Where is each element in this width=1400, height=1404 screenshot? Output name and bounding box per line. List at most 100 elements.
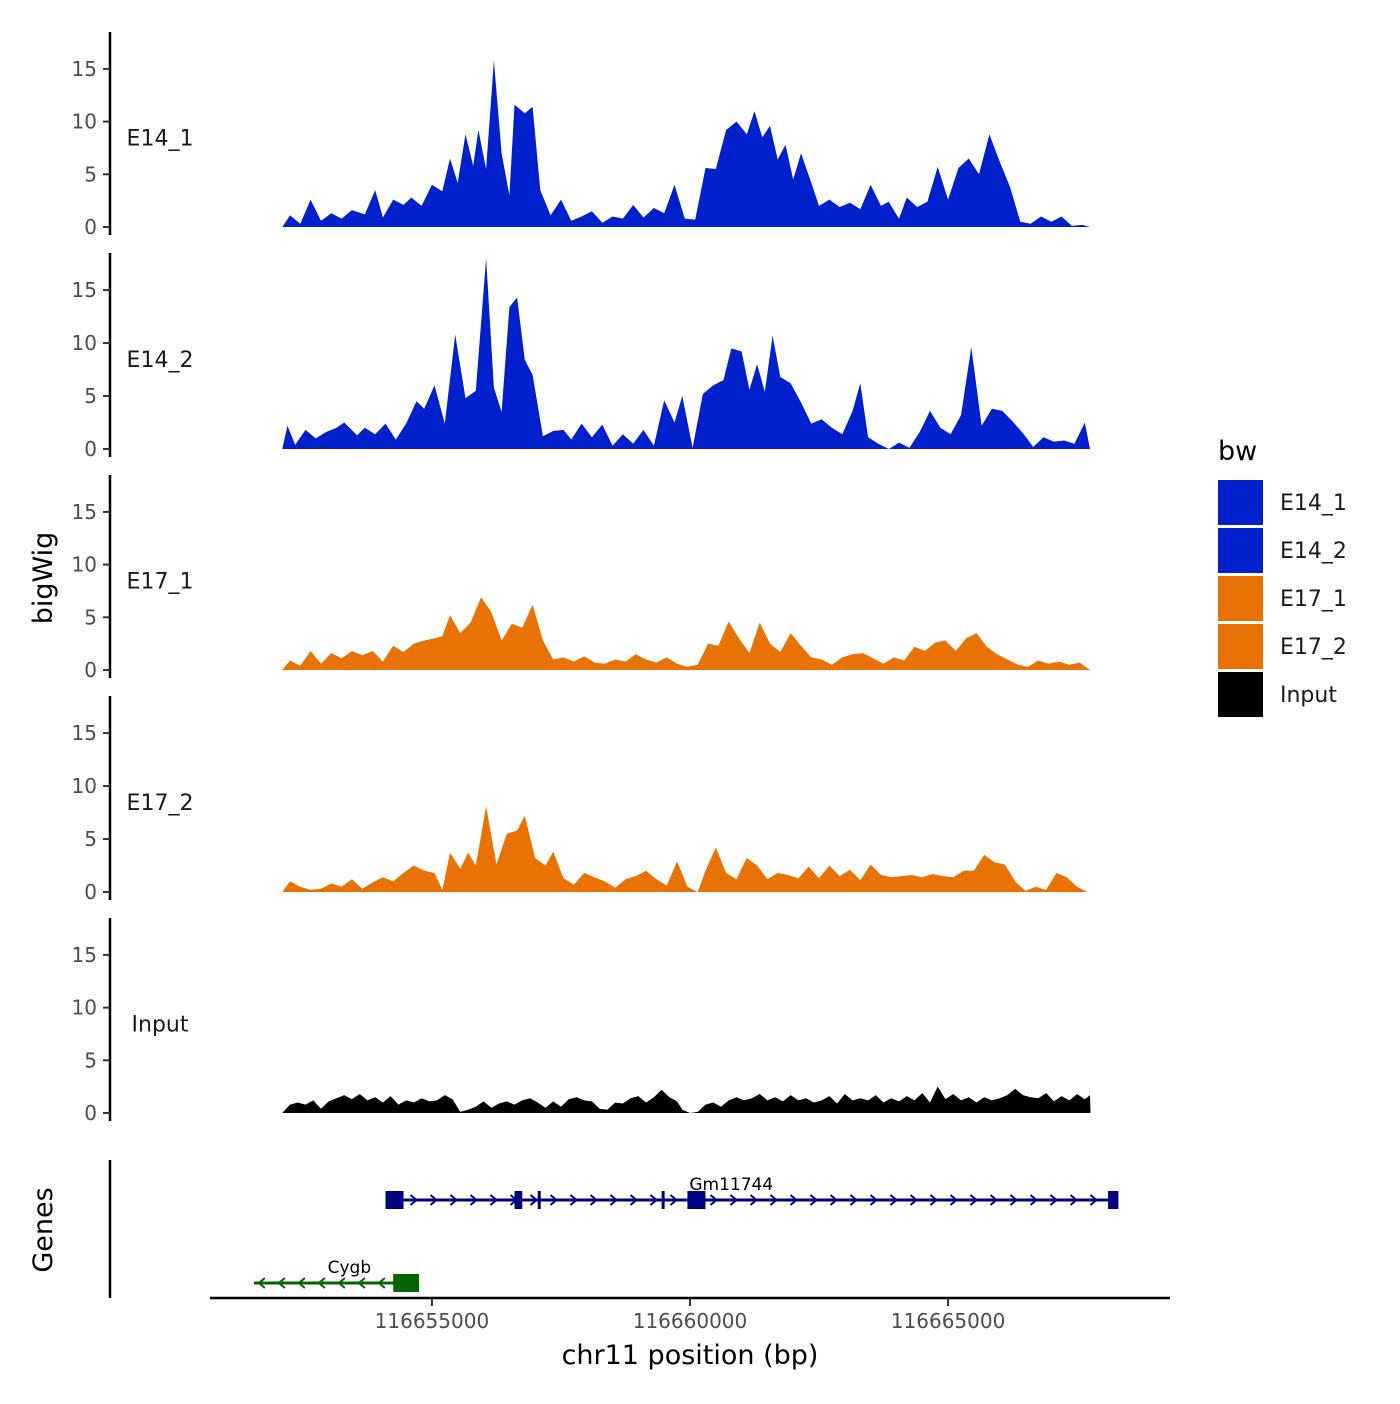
exon bbox=[537, 1191, 541, 1209]
legend-swatch bbox=[1218, 528, 1263, 573]
strand-arrow bbox=[869, 1194, 879, 1206]
y-tick-label: 0 bbox=[84, 880, 97, 904]
legend-label: E17_1 bbox=[1280, 587, 1347, 612]
y-tick-label: 10 bbox=[72, 110, 97, 134]
y-tick-label: 5 bbox=[84, 162, 97, 186]
strand-arrow bbox=[317, 1277, 326, 1289]
strand-arrow bbox=[1029, 1194, 1039, 1206]
strand-arrow bbox=[729, 1194, 739, 1206]
strand-arrow bbox=[297, 1277, 306, 1289]
strand-arrow bbox=[569, 1194, 579, 1206]
legend-label: E14_2 bbox=[1280, 539, 1347, 564]
exon bbox=[661, 1191, 665, 1209]
strand-arrow bbox=[669, 1194, 679, 1206]
track-label: E17_1 bbox=[127, 569, 194, 594]
legend-title: bw bbox=[1218, 436, 1257, 467]
coverage-area bbox=[282, 60, 1090, 227]
strand-arrow bbox=[1049, 1194, 1059, 1206]
strand-arrow bbox=[929, 1194, 939, 1206]
y-axis-title: bigWig bbox=[28, 532, 59, 625]
legend-swatch bbox=[1218, 480, 1263, 525]
strand-arrow bbox=[849, 1194, 859, 1206]
x-tick-label: 116665000 bbox=[891, 1309, 1006, 1333]
exon bbox=[1108, 1191, 1119, 1209]
strand-arrow bbox=[1069, 1194, 1079, 1206]
legend: bw E14_1 E14_2 E17_1 E17_2 Input bbox=[1218, 436, 1347, 717]
strand-arrow bbox=[809, 1194, 819, 1206]
y-tick-label: 10 bbox=[72, 996, 97, 1020]
strand-arrow bbox=[357, 1277, 366, 1289]
y-tick-label: 5 bbox=[84, 1048, 97, 1072]
strand-arrow bbox=[909, 1194, 919, 1206]
strand-arrow bbox=[377, 1277, 386, 1289]
strand-arrow bbox=[889, 1194, 899, 1206]
strand-arrow bbox=[529, 1194, 539, 1206]
gene-label: Cygb bbox=[328, 1258, 372, 1278]
genes-axis-title: Genes bbox=[28, 1187, 59, 1272]
track-label: Input bbox=[132, 1012, 189, 1037]
strand-arrow bbox=[609, 1194, 619, 1206]
gene-cygb: Cygb bbox=[253, 1258, 420, 1292]
y-tick-label: 5 bbox=[84, 827, 97, 851]
y-tick-label: 10 bbox=[72, 331, 97, 355]
track-panel-e14-2: 0 5 10 15 E14_2 bbox=[72, 253, 1090, 461]
exon bbox=[514, 1191, 523, 1209]
coverage-tracks: 0 5 10 15 E14_1 0 5 10 15 E14_2 0 5 10 15 E17_1 0 5 10 15 E… bbox=[72, 32, 1091, 1125]
legend-label: Input bbox=[1280, 683, 1337, 708]
coverage-area bbox=[282, 806, 1088, 892]
strand-arrow bbox=[429, 1194, 439, 1206]
y-tick-label: 15 bbox=[72, 278, 97, 302]
exon bbox=[393, 1274, 420, 1292]
strand-arrow bbox=[969, 1194, 979, 1206]
legend-swatch bbox=[1218, 576, 1263, 621]
y-tick-label: 15 bbox=[72, 721, 97, 745]
strand-arrow bbox=[257, 1277, 266, 1289]
y-tick-label: 15 bbox=[72, 943, 97, 967]
y-tick-label: 0 bbox=[84, 437, 97, 461]
coverage-area bbox=[282, 597, 1090, 670]
legend-entry-e14-2: E14_2 bbox=[1218, 528, 1347, 573]
strand-arrow bbox=[1009, 1194, 1019, 1206]
strand-arrow bbox=[649, 1194, 659, 1206]
y-tick-label: 15 bbox=[72, 500, 97, 524]
strand-arrow bbox=[769, 1194, 779, 1206]
y-tick-label: 10 bbox=[72, 774, 97, 798]
y-tick-label: 0 bbox=[84, 658, 97, 682]
gene-gm11744: Gm11744 bbox=[385, 1175, 1119, 1209]
legend-swatch bbox=[1218, 672, 1263, 717]
strand-arrow bbox=[989, 1194, 999, 1206]
legend-entry-input: Input bbox=[1218, 672, 1337, 717]
track-panel-e14-1: 0 5 10 15 E14_1 bbox=[72, 32, 1090, 239]
strand-arrow bbox=[409, 1194, 419, 1206]
legend-entry-e17-2: E17_2 bbox=[1218, 624, 1347, 669]
strand-arrow bbox=[549, 1194, 559, 1206]
y-tick-label: 5 bbox=[84, 605, 97, 629]
exon bbox=[385, 1191, 404, 1209]
x-axis: 116655000 116660000 116665000 bbox=[210, 1296, 1170, 1333]
coverage-area bbox=[282, 1086, 1091, 1113]
legend-label: E14_1 bbox=[1280, 491, 1347, 516]
strand-arrow bbox=[1089, 1194, 1099, 1206]
legend-label: E17_2 bbox=[1280, 635, 1347, 660]
y-tick-label: 0 bbox=[84, 1101, 97, 1125]
legend-entry-e14-1: E14_1 bbox=[1218, 480, 1347, 525]
exon bbox=[687, 1191, 706, 1209]
strand-arrow bbox=[789, 1194, 799, 1206]
strand-arrow bbox=[469, 1194, 479, 1206]
gene-track: Gm11744 Cygb bbox=[108, 1160, 1119, 1298]
gene-label: Gm11744 bbox=[689, 1175, 773, 1195]
track-panel-e17-1: 0 5 10 15 E17_1 bbox=[72, 475, 1090, 682]
strand-arrow bbox=[589, 1194, 599, 1206]
x-axis-title: chr11 position (bp) bbox=[562, 1340, 819, 1371]
strand-arrow bbox=[489, 1194, 499, 1206]
strand-arrow bbox=[709, 1194, 719, 1206]
track-label: E14_2 bbox=[127, 348, 194, 373]
x-tick-label: 116660000 bbox=[633, 1309, 748, 1333]
y-tick-label: 15 bbox=[72, 57, 97, 81]
y-tick-label: 10 bbox=[72, 553, 97, 577]
legend-entry-e17-1: E17_1 bbox=[1218, 576, 1347, 621]
strand-arrow bbox=[749, 1194, 759, 1206]
x-tick-label: 116655000 bbox=[375, 1309, 490, 1333]
